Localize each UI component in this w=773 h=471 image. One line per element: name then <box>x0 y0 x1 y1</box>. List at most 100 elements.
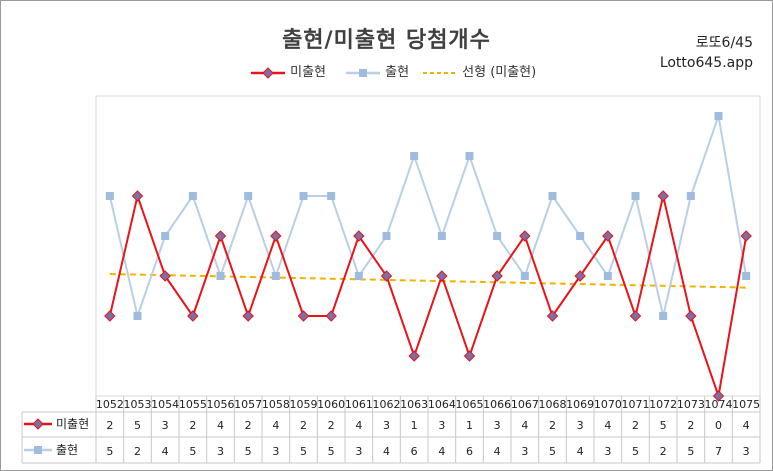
unappeared-point <box>270 230 282 242</box>
appeared-data-label: 4 <box>438 445 445 458</box>
legend-appeared-line-icon <box>346 68 380 77</box>
data-table-grid <box>21 396 761 464</box>
table-unappeared-marker-icon <box>32 418 44 430</box>
x-tick-label: 1063 <box>400 398 428 411</box>
unappeared-data-label: 3 <box>577 419 584 432</box>
x-tick-label: 1055 <box>179 398 207 411</box>
unappeared-data-label: 2 <box>245 419 252 432</box>
unappeared-data-label: 2 <box>632 419 639 432</box>
appeared-point <box>216 272 225 280</box>
table-appeared-marker-icon <box>34 446 42 454</box>
unappeared-data-label: 1 <box>411 419 418 432</box>
appeared-point <box>520 272 529 280</box>
appeared-data-label: 2 <box>134 445 141 458</box>
unappeared-data-label: 3 <box>494 419 501 432</box>
appeared-data-label: 2 <box>660 445 667 458</box>
unappeared-point <box>297 310 310 322</box>
unappeared-data-label: 2 <box>328 419 335 432</box>
unappeared-data-label: 4 <box>217 419 224 432</box>
unappeared-point <box>104 310 116 322</box>
unappeared-data-label: 0 <box>715 419 722 432</box>
unappeared-point <box>519 230 531 242</box>
appeared-point <box>244 192 253 200</box>
unappeared-point <box>187 310 199 322</box>
x-tick-label: 1052 <box>96 398 124 411</box>
x-tick-label: 1073 <box>677 398 705 411</box>
appeared-point <box>161 232 170 240</box>
unappeared-point <box>214 230 227 242</box>
appeared-data-label: 3 <box>272 445 279 458</box>
x-tick-label: 1075 <box>732 398 760 411</box>
appeared-point <box>382 232 391 240</box>
legend-appeared-label: 출현 <box>385 65 410 80</box>
x-tick-label: 1057 <box>234 398 262 411</box>
x-tick-label: 1067 <box>511 398 539 411</box>
appeared-data-label: 7 <box>715 445 722 458</box>
unappeared-point <box>325 310 337 322</box>
x-tick-label: 1060 <box>317 398 345 411</box>
x-tick-label: 1058 <box>262 398 290 411</box>
unappeared-point <box>242 310 254 322</box>
appeared-point <box>105 192 114 200</box>
unappeared-data-label: 3 <box>162 419 169 432</box>
x-tick-label: 1070 <box>594 398 622 411</box>
table-unappeared-label: 미출현 <box>56 417 89 431</box>
appeared-point <box>354 272 363 280</box>
chart-title: 출현/미출현 당첨개수 <box>282 28 491 53</box>
appeared-data-label: 5 <box>106 445 113 458</box>
appeared-data-label: 4 <box>577 445 584 458</box>
unappeared-data-label: 4 <box>272 419 279 432</box>
unappeared-data-label: 3 <box>383 419 390 432</box>
legend-unappeared-label: 미출현 <box>290 65 327 80</box>
unappeared-point <box>436 270 448 282</box>
x-tick-label: 1054 <box>151 398 179 411</box>
appeared-data-label: 5 <box>300 445 307 458</box>
legend-item-trend: 선형 (미출현) <box>422 61 536 80</box>
unappeared-data-label: 3 <box>438 419 445 432</box>
unappeared-point <box>380 270 393 282</box>
x-tick-label: 1062 <box>373 398 401 411</box>
trend-line-group <box>109 273 747 289</box>
unappeared-point <box>408 350 420 362</box>
series-unappeared-group <box>104 190 752 402</box>
series-unappeared-line <box>108 192 748 397</box>
unappeared-data-label: 4 <box>355 419 362 432</box>
x-tick-label: 1074 <box>705 398 733 411</box>
plot-area-rect <box>95 95 761 397</box>
appeared-point <box>188 192 197 200</box>
appeared-point <box>299 192 308 200</box>
appeared-data-label: 3 <box>355 445 362 458</box>
unappeared-data-label: 5 <box>660 419 667 432</box>
unappeared-point <box>546 310 559 322</box>
unappeared-data-label: 2 <box>687 419 694 432</box>
data-table-legend: 미출현 출현 <box>24 417 89 457</box>
unappeared-point <box>353 230 365 242</box>
appeared-point <box>465 152 474 160</box>
table-appeared-label: 출현 <box>56 443 78 457</box>
appeared-data-label: 3 <box>604 445 611 458</box>
appeared-point <box>410 152 419 160</box>
appeared-point <box>437 232 446 240</box>
unappeared-point <box>131 190 144 202</box>
unappeared-point <box>629 310 642 322</box>
unappeared-point <box>602 230 614 242</box>
x-tick-label: 1053 <box>124 398 152 411</box>
appeared-data-label: 5 <box>687 445 694 458</box>
unappeared-point <box>712 390 725 402</box>
unappeared-data-label: 2 <box>549 419 556 432</box>
x-tick-label: 1068 <box>539 398 567 411</box>
appeared-point <box>271 272 280 280</box>
appeared-data-label: 6 <box>411 445 418 458</box>
unappeared-data-label: 2 <box>106 419 113 432</box>
appeared-point <box>742 272 751 280</box>
unappeared-data-label: 4 <box>521 419 528 432</box>
unappeared-point <box>159 270 171 282</box>
legend-item-appeared: 출현 <box>345 61 409 80</box>
unappeared-point <box>740 230 752 242</box>
legend-trend-line-icon <box>423 71 457 74</box>
appeared-point <box>576 232 585 240</box>
brand-lotto-label: 로또6/45 <box>695 35 753 51</box>
legend-trend-label: 선형 (미출현) <box>462 65 537 80</box>
unappeared-point <box>463 350 476 362</box>
